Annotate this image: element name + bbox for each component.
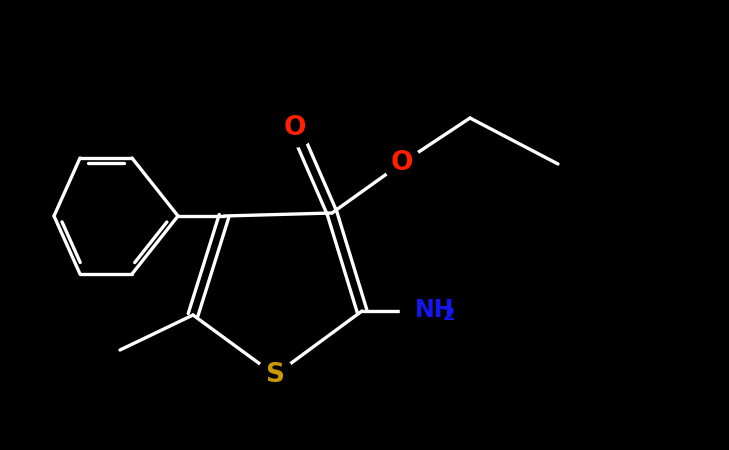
Text: O: O — [284, 115, 306, 141]
Text: S: S — [265, 362, 284, 388]
Text: NH: NH — [415, 298, 454, 322]
Text: 2: 2 — [443, 306, 456, 324]
Text: O: O — [391, 150, 413, 176]
